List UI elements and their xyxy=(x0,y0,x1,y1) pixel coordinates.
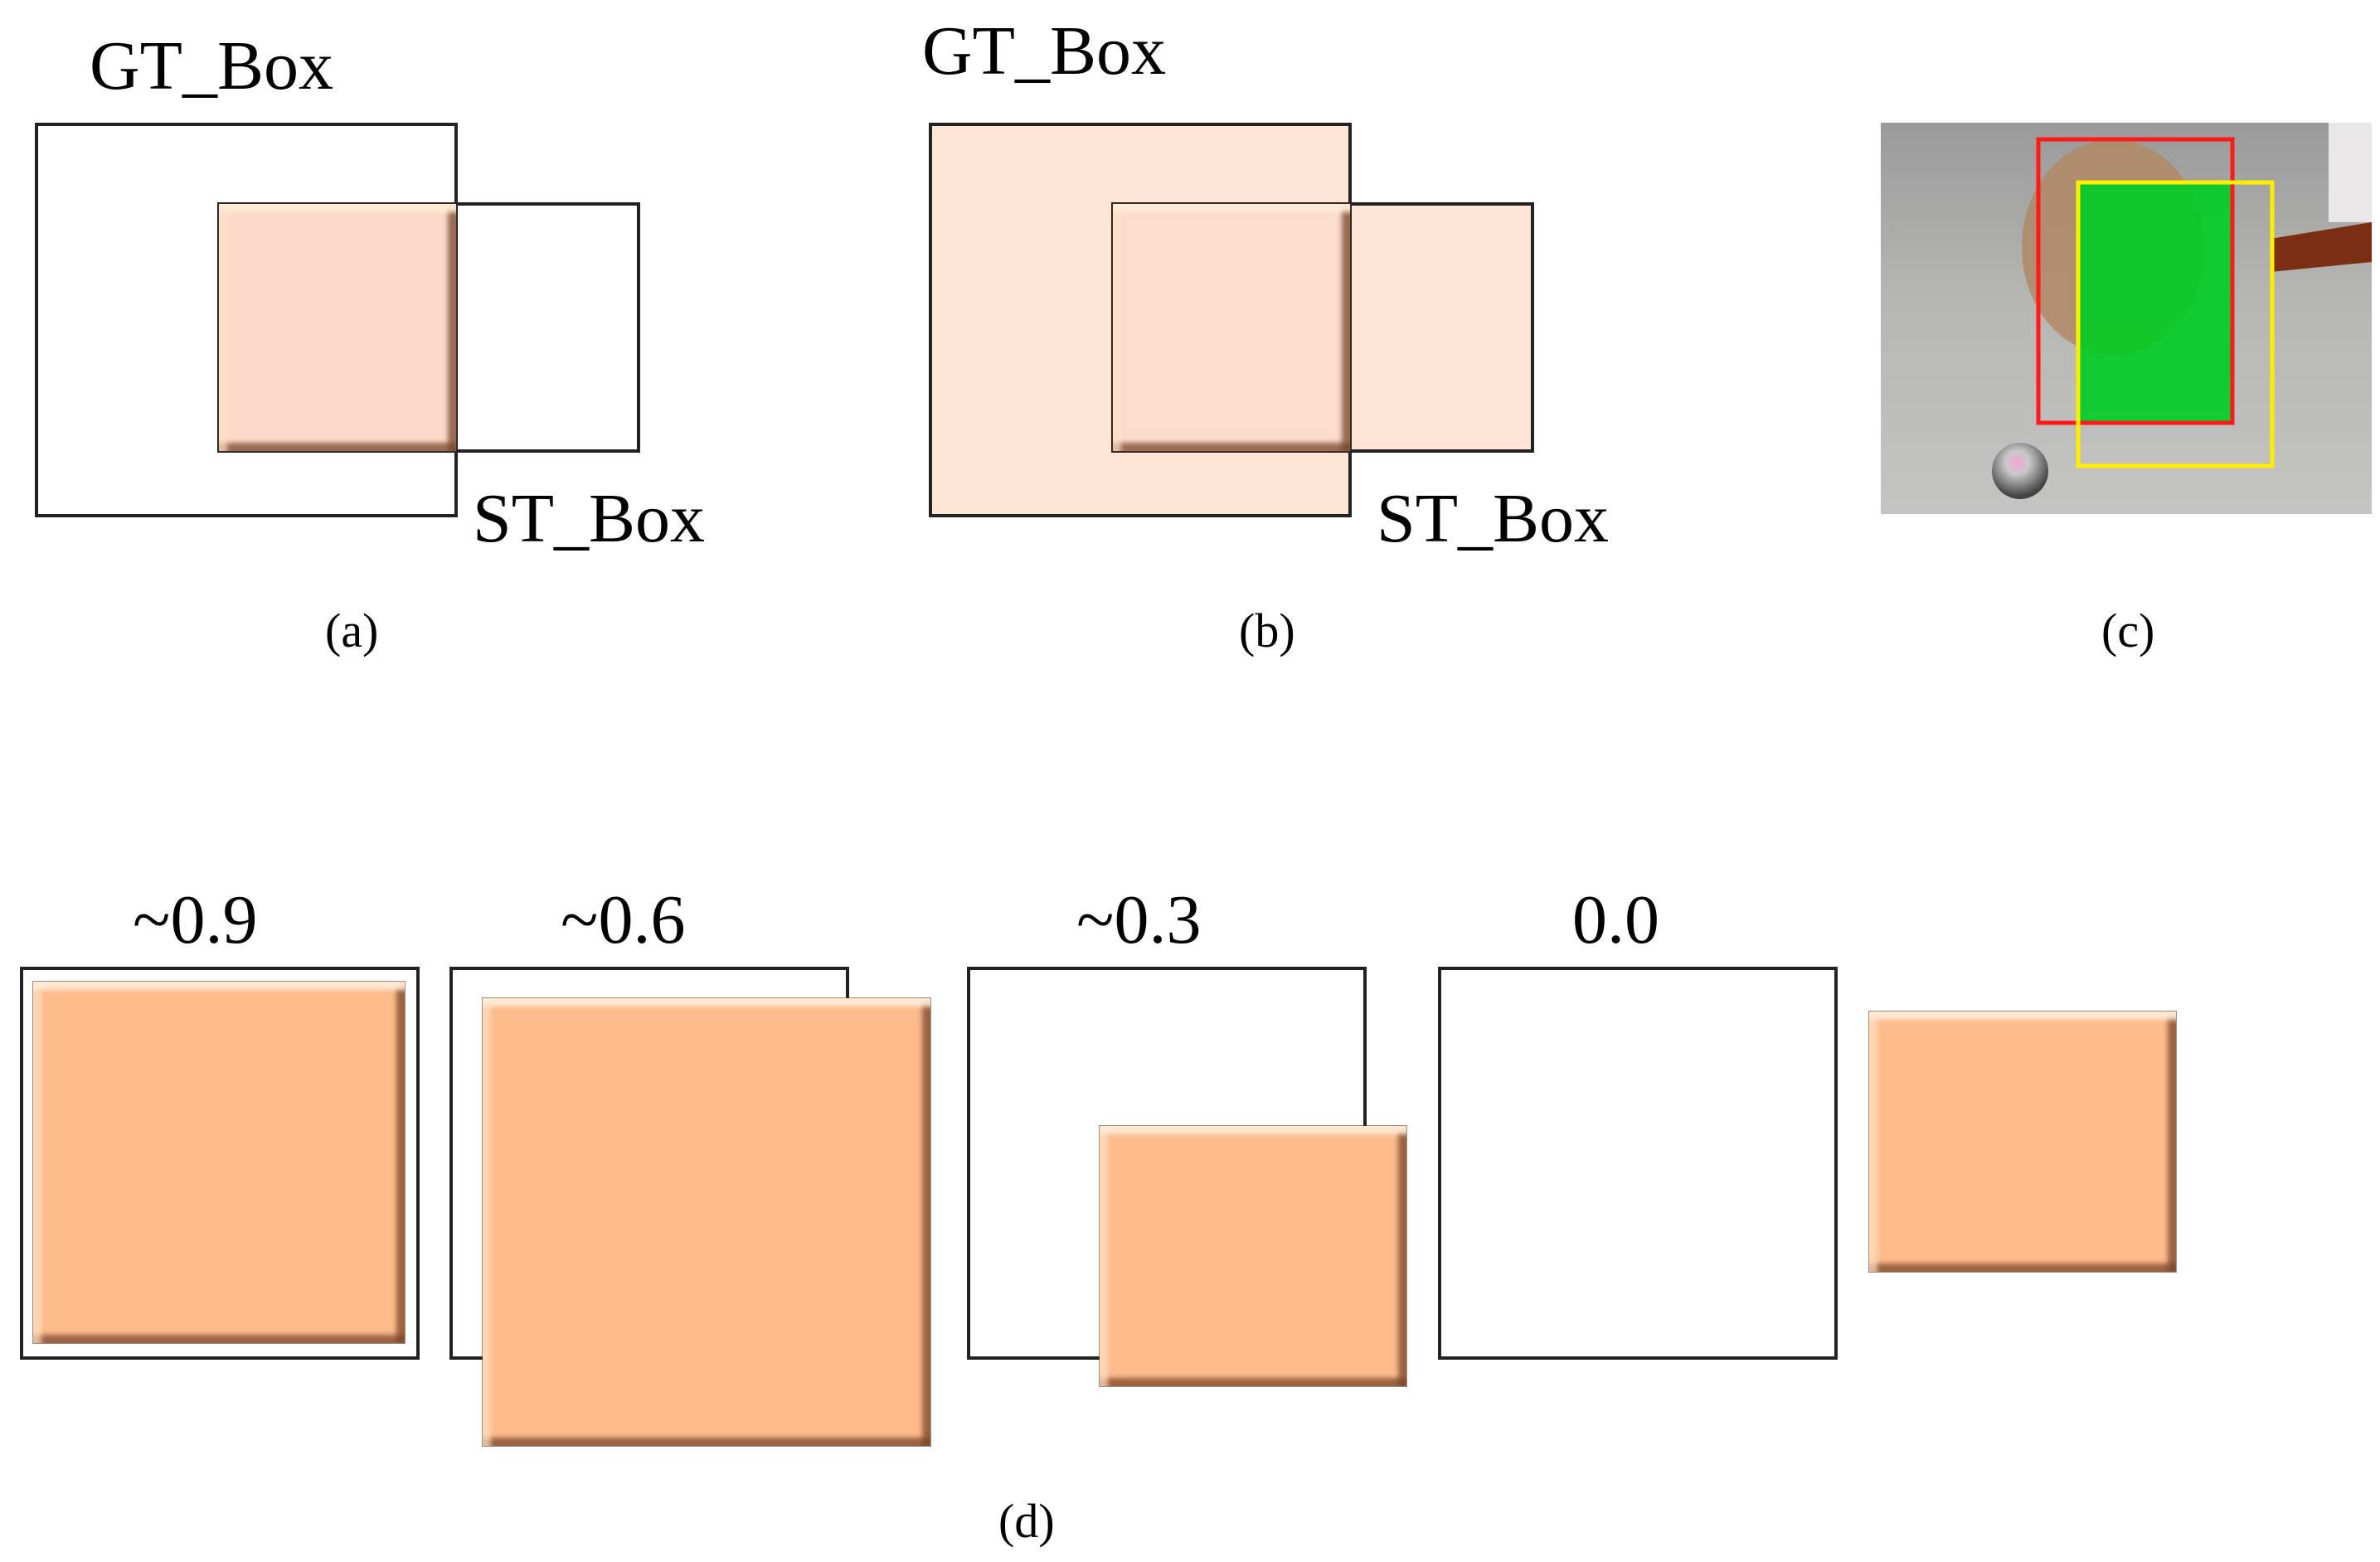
score-label-0: ~0.9 xyxy=(133,881,258,958)
panel-a-st-label: ST_Box xyxy=(473,480,706,557)
overlap-region xyxy=(2078,182,2232,423)
toy-ball xyxy=(1992,443,2048,499)
panel-c-caption: (c) xyxy=(2101,604,2155,657)
panel-a-gt-box xyxy=(35,123,458,517)
ground-truth-box xyxy=(2036,137,2235,425)
score-1-tile xyxy=(483,998,930,1446)
score-2-tile xyxy=(1100,1126,1406,1386)
wall-panel xyxy=(2329,123,2372,222)
score-label-1: ~0.6 xyxy=(561,881,686,958)
score-label-3: 0.0 xyxy=(1572,881,1659,958)
score-label-2: ~0.3 xyxy=(1076,881,1202,958)
panel-b-gt-box xyxy=(929,123,1352,517)
panel-a-intersection xyxy=(219,204,456,451)
score-0-tile xyxy=(33,982,405,1343)
panel-b-gt-label: GT_Box xyxy=(922,12,1166,90)
score-3-outline xyxy=(1438,967,1838,1360)
score-0-outline xyxy=(20,967,420,1360)
panel-b-intersection xyxy=(1113,204,1350,451)
panel-b-caption: (b) xyxy=(1239,604,1295,657)
panel-a-gt-label: GT_Box xyxy=(90,27,333,104)
tracking-photo xyxy=(1881,123,2372,514)
panel-a-caption: (a) xyxy=(325,604,379,657)
panel-b-st-label: ST_Box xyxy=(1377,480,1610,557)
floor-trim xyxy=(2271,222,2372,272)
score-3-tile xyxy=(1869,1011,2176,1272)
panel-d-caption: (d) xyxy=(998,1494,1055,1548)
tracker-box xyxy=(2076,180,2275,468)
